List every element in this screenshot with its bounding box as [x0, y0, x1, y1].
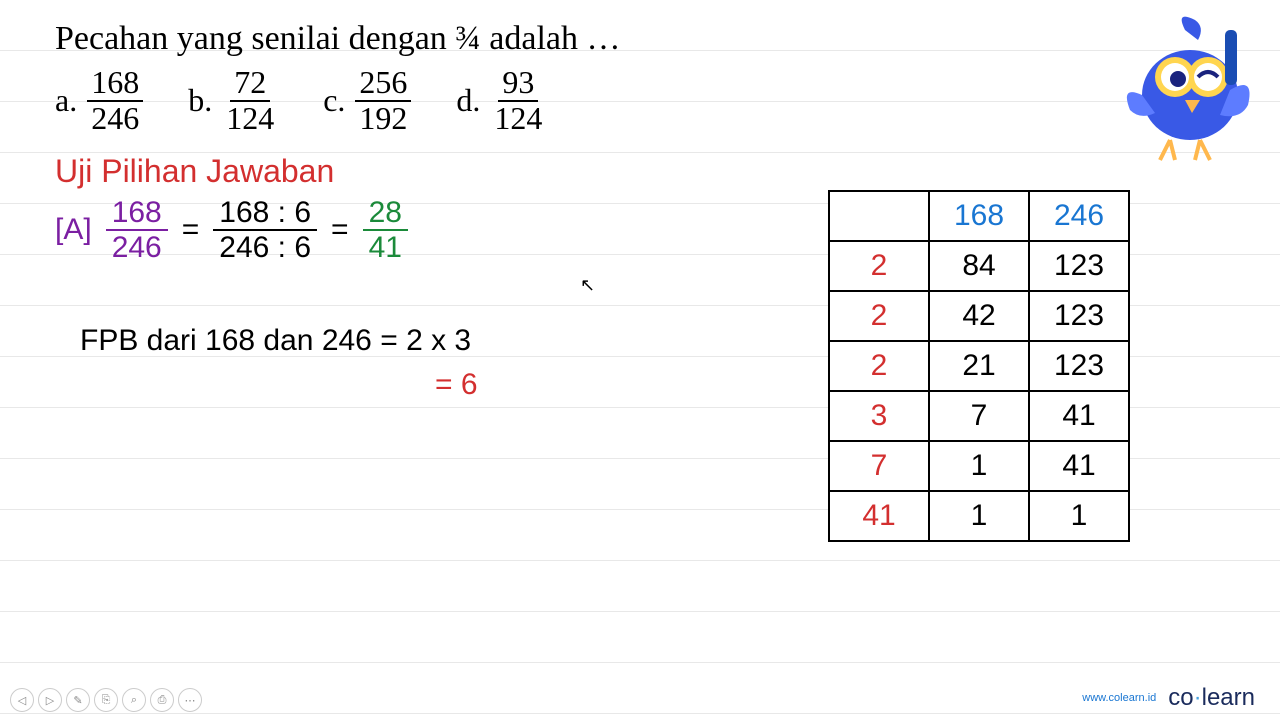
frac-original: 168 246	[106, 196, 168, 264]
zoom-button[interactable]: ⌕	[122, 688, 146, 712]
player-toolbar: ◁ ▷ ✎ ⎘ ⌕ ⎙ ⋯	[10, 688, 202, 712]
frac-divided: 168 : 6 246 : 6	[213, 196, 317, 264]
option-d-fraction: 93 124	[490, 66, 546, 135]
answer-options: a. 168 246 b. 72 124 c. 256 192 d. 93 1	[55, 66, 1225, 135]
option-a: a. 168 246	[55, 66, 143, 135]
option-c-label: c.	[323, 82, 345, 119]
option-d: d. 93 124	[456, 66, 546, 135]
table-row: 2 42 123	[829, 291, 1129, 341]
mascot-bird-icon	[1100, 5, 1250, 165]
table-row: 7 1 41	[829, 441, 1129, 491]
print-button[interactable]: ⎙	[150, 688, 174, 712]
equals-1: =	[182, 213, 200, 247]
table-row: 2 84 123	[829, 241, 1129, 291]
table-row: 3 7 41	[829, 391, 1129, 441]
pen-button[interactable]: ✎	[66, 688, 90, 712]
choice-label-a: [A]	[55, 213, 92, 247]
brand-url: www.colearn.id	[1082, 692, 1156, 704]
option-c: c. 256 192	[323, 66, 411, 135]
table-row: 41 1 1	[829, 491, 1129, 541]
option-c-fraction: 256 192	[355, 66, 411, 135]
section-title: Uji Pilihan Jawaban	[55, 153, 1225, 190]
frac-result: 28 41	[363, 196, 408, 264]
brand-logo: co·learn	[1168, 684, 1255, 712]
prev-button[interactable]: ◁	[10, 688, 34, 712]
option-b-fraction: 72 124	[222, 66, 278, 135]
table-row: 2 21 123	[829, 341, 1129, 391]
question-text: Pecahan yang senilai dengan ¾ adalah …	[55, 20, 1225, 58]
cursor-icon: ↖	[580, 275, 595, 296]
option-a-label: a.	[55, 82, 77, 119]
more-button[interactable]: ⋯	[178, 688, 202, 712]
option-a-fraction: 168 246	[87, 66, 143, 135]
option-b-label: b.	[188, 82, 212, 119]
copy-button[interactable]: ⎘	[94, 688, 118, 712]
footer-branding: www.colearn.id co·learn	[1082, 684, 1255, 712]
factorization-table: 168 246 2 84 123 2 42 123 2 21 123 3 7 4…	[828, 190, 1130, 542]
option-b: b. 72 124	[188, 66, 278, 135]
table-header-row: 168 246	[829, 191, 1129, 241]
equals-2: =	[331, 213, 349, 247]
next-button[interactable]: ▷	[38, 688, 62, 712]
option-d-label: d.	[456, 82, 480, 119]
